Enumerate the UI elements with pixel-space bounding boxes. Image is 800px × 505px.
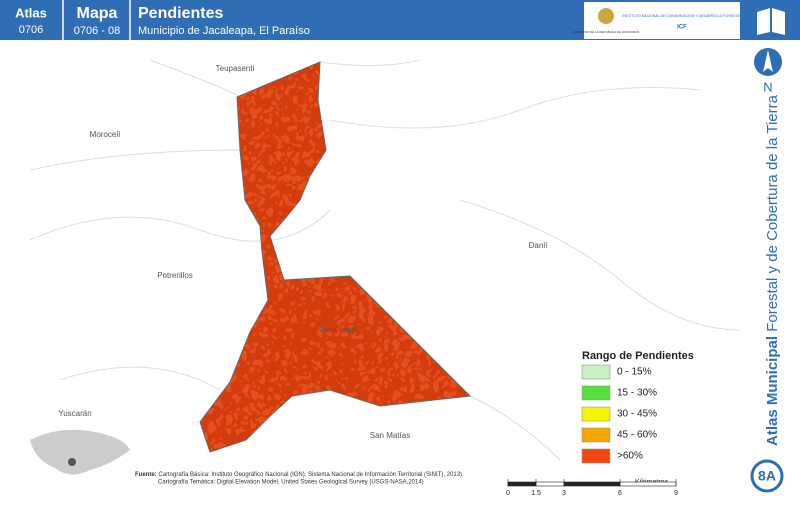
source-line: Cartografía Temática: Digital Elevation … [158,480,424,486]
book-icon [757,8,785,35]
side-title-bold: Atlas Municipal [764,336,781,446]
legend-label: 15 - 30% [617,388,657,399]
legend-swatch [581,364,611,380]
scale-label: 1.5 [531,490,541,497]
map-code: 0706 - 08 [74,25,120,37]
atlas-code: 0706 [19,24,43,36]
scale-label: 3 [562,490,566,497]
scale-label: 9 [674,490,678,497]
slope-map [200,62,470,452]
place-label: Jacaleapa [320,325,357,334]
place-label: Danlí [529,241,548,250]
page-badge [750,459,784,493]
emblem [598,8,614,24]
legend-swatch [581,448,611,464]
roads [29,59,741,461]
side-title: Atlas Municipal Forestal y de Cobertura … [764,94,781,446]
scale-label: 6 [618,490,622,497]
place-label: Potrerillos [157,271,193,280]
map-subtitle: Municipio de Jacaleapa, El Paraíso [138,25,310,37]
logo-acronym: ICF [677,25,687,31]
place-label: Morocelí [90,130,121,139]
legend-swatch [581,427,611,443]
place-label: Teupasenti [216,64,255,73]
legend-label: 0 - 15% [617,367,652,378]
logo-text: INSTITUTO NACIONAL DE CONSERVACIÓN Y DES… [622,13,741,18]
inset-location [68,458,76,466]
legend-swatch [581,385,611,401]
scale-label: 0 [506,490,510,497]
scale-segment [563,481,621,487]
scale-segment [507,481,537,487]
legend-label: 30 - 45% [617,409,657,420]
atlas-label: Atlas [15,5,47,20]
legend-title: Rango de Pendientes [582,350,694,362]
legend-label: 45 - 60% [617,430,657,441]
logo-text: GOBIERNO DE LA REPÚBLICA DE HONDURAS [573,29,639,34]
inset-country [30,429,130,475]
legend-label: >60% [617,451,643,462]
north-arrow [763,50,773,72]
north-label: N [763,79,772,94]
scale-segment [535,481,565,487]
source-label: Fuente: [135,472,157,478]
scale-segment [619,481,677,487]
place-label: San Matías [370,431,410,440]
place-label: Yuscarán [58,409,91,418]
source-line: Cartografía Básica: Instituto Geográfico… [158,472,462,478]
page-id: 8A [758,468,776,484]
source-text: Fuente: Cartografía Básica: Instituto Ge… [135,472,462,478]
municipality-border [199,61,472,453]
side-title-rest: Forestal y de Cobertura de la Tierra [764,94,781,331]
legend-swatch [581,406,611,422]
map-title: Pendientes [138,5,223,22]
map-label: Mapa [77,5,118,22]
